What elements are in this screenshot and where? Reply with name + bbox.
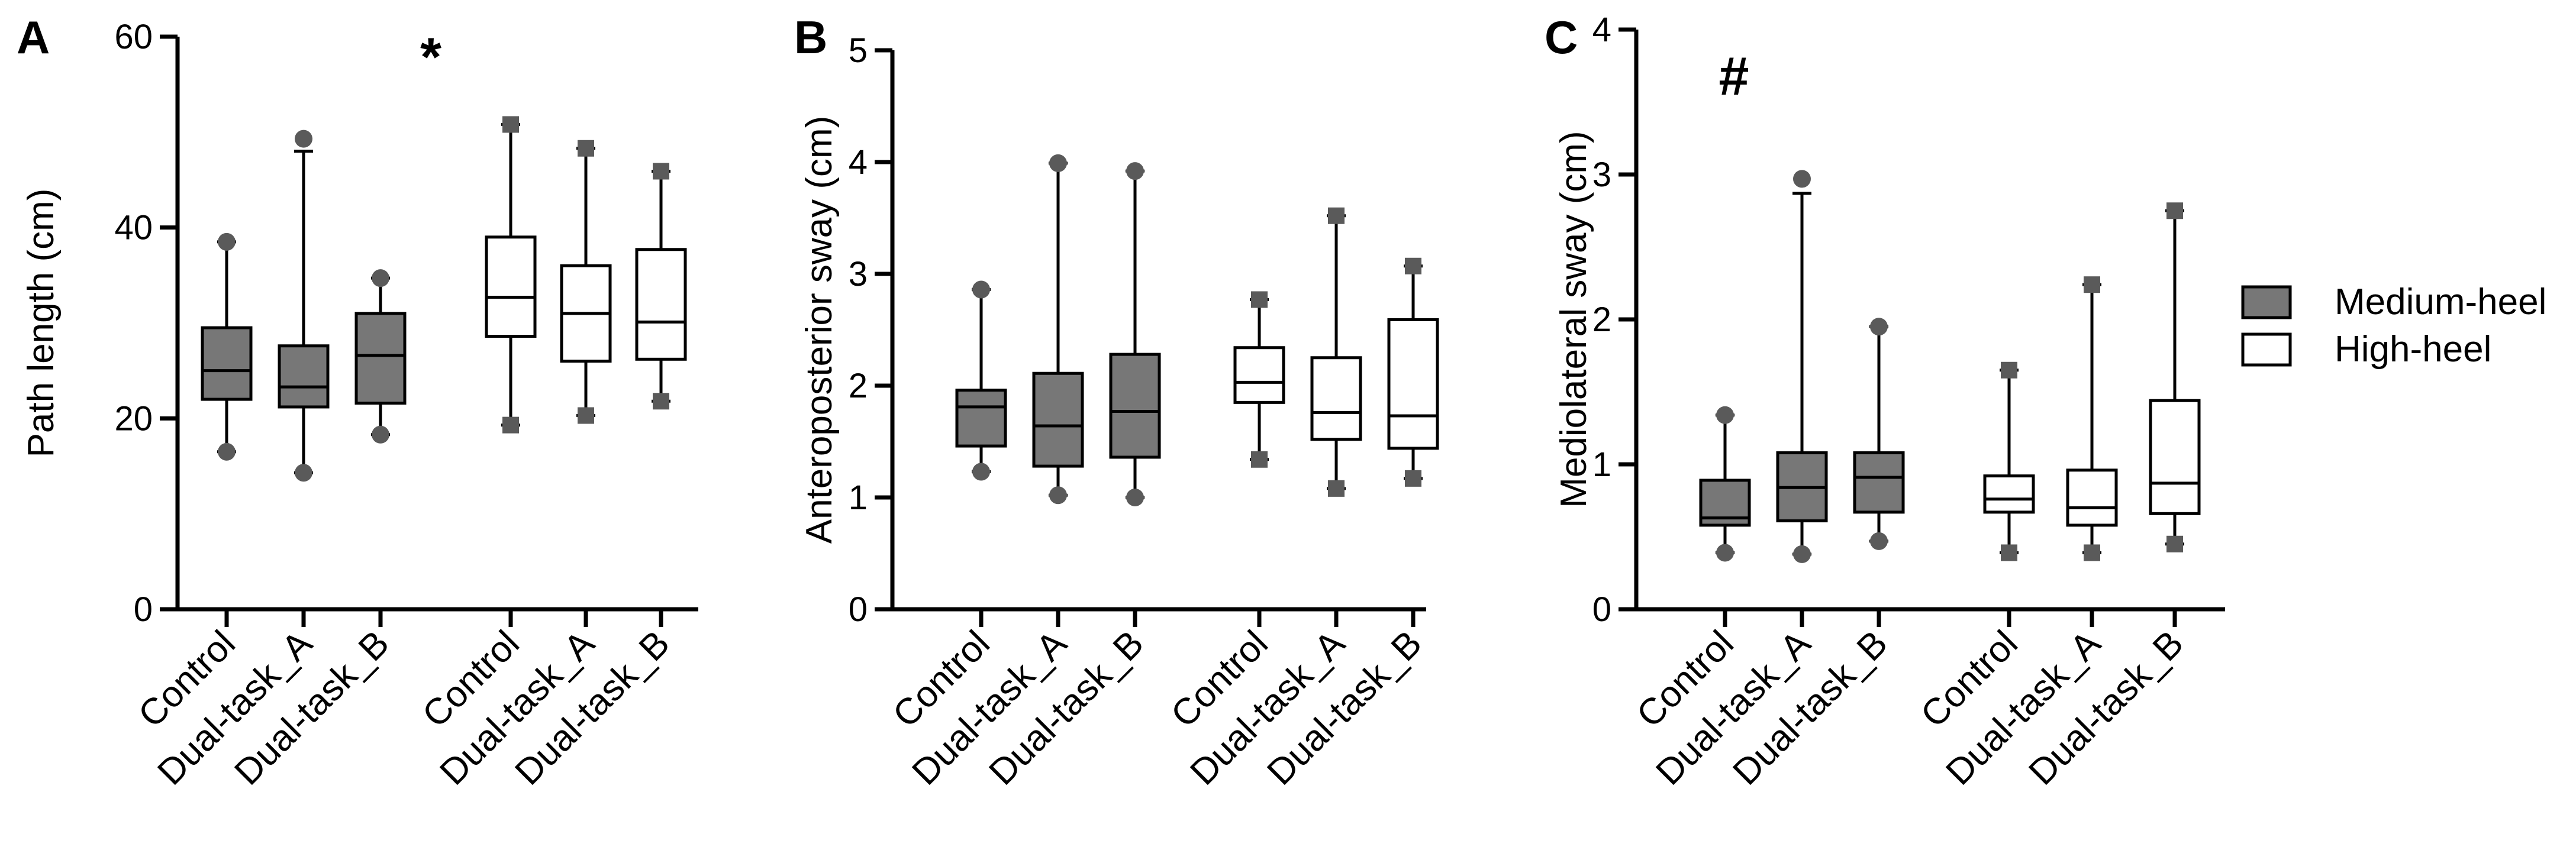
- iqr-box: [635, 248, 687, 361]
- min-marker: [502, 416, 519, 434]
- iqr-box: [485, 235, 537, 338]
- box-high-heel-control: Control: [1913, 361, 2035, 735]
- y-tick-label: 0: [849, 590, 868, 629]
- legend-swatch: [2241, 285, 2292, 319]
- y-tick-label: 4: [849, 143, 868, 182]
- max-marker: [1793, 170, 1811, 188]
- panel-letter: A: [17, 11, 50, 63]
- significance-annotation: *: [420, 27, 441, 88]
- iqr-box: [955, 389, 1007, 448]
- y-tick-label: 60: [114, 18, 153, 56]
- panel-C: C 0 1 2 3 4 Mediolateral sway (cm) # ControlDual…: [1545, 11, 2225, 793]
- panel-letter: C: [1545, 11, 1578, 63]
- max-marker: [653, 163, 669, 180]
- min-marker: [1870, 532, 1888, 550]
- y-tick-label: 2: [849, 367, 868, 405]
- y-tick-label: 20: [114, 399, 153, 438]
- min-marker: [1793, 545, 1811, 563]
- y-tick-label: 4: [1592, 11, 1611, 49]
- y-tick-label: 3: [1592, 156, 1611, 194]
- max-marker: [1405, 257, 1421, 274]
- iqr-box: [201, 326, 253, 401]
- legend-item-medium-heel: Medium-heel: [2241, 282, 2546, 322]
- iqr-box: [2149, 399, 2201, 515]
- min-marker: [2166, 535, 2183, 552]
- max-marker: [502, 116, 519, 133]
- legend-swatch: [2241, 332, 2292, 367]
- min-marker: [1049, 486, 1067, 505]
- iqr-box: [278, 344, 330, 409]
- box-high-heel-control: Control: [1163, 291, 1285, 735]
- max-marker: [372, 269, 389, 287]
- min-marker: [1405, 470, 1421, 487]
- min-marker: [972, 463, 990, 481]
- y-tick-label: 3: [849, 255, 868, 293]
- significance-annotation: #: [1719, 46, 1749, 106]
- iqr-box: [1233, 346, 1285, 404]
- min-marker: [218, 442, 236, 461]
- min-marker: [1126, 489, 1144, 506]
- max-marker: [1870, 318, 1888, 336]
- iqr-box: [1387, 318, 1439, 450]
- y-axis-title: Anteroposterior sway (cm): [799, 116, 840, 544]
- max-marker: [1049, 154, 1067, 172]
- min-marker: [1716, 544, 1734, 562]
- iqr-box: [1853, 451, 1905, 514]
- max-marker: [295, 130, 312, 148]
- iqr-box: [1310, 356, 1362, 441]
- max-marker: [1126, 162, 1144, 180]
- max-marker: [2084, 276, 2100, 293]
- min-marker: [653, 393, 669, 410]
- min-marker: [578, 407, 594, 424]
- min-marker: [1328, 480, 1345, 497]
- max-marker: [1251, 291, 1268, 308]
- min-marker: [295, 464, 312, 482]
- iqr-box: [1032, 371, 1084, 468]
- iqr-box: [1983, 474, 2035, 514]
- y-tick-label: 5: [849, 31, 868, 70]
- panel-letter: B: [794, 11, 827, 63]
- min-marker: [2001, 544, 2017, 561]
- y-axis-title: Path length (cm): [21, 189, 62, 458]
- min-marker: [372, 425, 389, 444]
- y-tick-label: 1: [849, 479, 868, 517]
- min-marker: [2084, 544, 2100, 561]
- box-medium-heel-dual-task_b: Dual-task_B: [1725, 318, 1905, 793]
- iqr-box: [354, 312, 407, 405]
- iqr-box: [2066, 468, 2118, 527]
- iqr-box: [1109, 353, 1161, 459]
- box-high-heel-control: Control: [415, 116, 537, 735]
- max-marker: [578, 140, 594, 157]
- box-medium-heel-control: Control: [131, 232, 253, 735]
- legend: Medium-heel High-heel: [2241, 282, 2546, 370]
- min-marker: [1251, 451, 1268, 468]
- y-tick-label: 0: [1592, 590, 1611, 629]
- y-tick-label: 2: [1592, 300, 1611, 339]
- legend-label: High-heel: [2335, 329, 2491, 370]
- y-tick-label: 40: [114, 209, 153, 247]
- y-tick-label: 1: [1592, 445, 1611, 484]
- max-marker: [1328, 207, 1345, 224]
- legend-label: Medium-heel: [2335, 282, 2546, 322]
- legend-item-high-heel: High-heel: [2241, 329, 2491, 370]
- max-marker: [972, 280, 990, 299]
- max-marker: [218, 232, 236, 251]
- y-tick-label: 0: [134, 590, 153, 629]
- max-marker: [1716, 406, 1734, 424]
- max-marker: [2166, 202, 2183, 219]
- box-medium-heel-control: Control: [885, 280, 1007, 735]
- max-marker: [2001, 361, 2017, 379]
- y-axis-title: Mediolateral sway (cm): [1553, 131, 1594, 508]
